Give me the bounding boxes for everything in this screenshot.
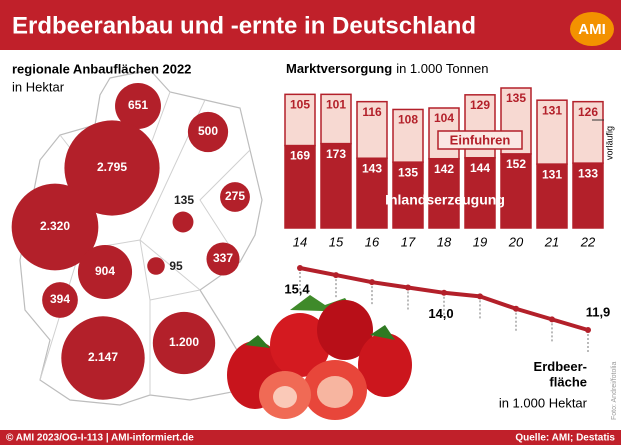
point [513,305,519,312]
point [405,284,411,291]
bubble-label: 275 [225,189,245,203]
legend-box [437,130,523,150]
bubble-label: 394 [50,292,70,306]
bar-value: 101 [326,98,346,112]
title: Erdbeeranbau und -ernte in Deutschland [12,12,476,39]
bar-value: 135 [398,165,418,179]
bar-value: 126 [578,105,598,119]
bar-value: 169 [290,149,310,163]
line-title: Erdbeer-fläche [534,359,587,390]
point [549,316,555,323]
bar-segment [392,108,424,163]
bubble-label: 2.320 [40,219,70,233]
bar-value: 131 [542,167,562,181]
bar-segment [392,161,424,229]
bubble-label: 2.795 [97,160,127,174]
point [369,279,375,286]
x-tick-label: 19 [473,234,487,249]
bar-value: 129 [470,98,490,112]
bubble [187,111,229,153]
point [477,293,483,300]
x-tick-label: 17 [401,234,416,249]
bubble [77,244,133,300]
bubble [42,282,78,318]
point [297,265,303,271]
bar-segment [284,144,316,229]
bar-value: 104 [434,111,454,125]
bubble [61,316,145,400]
bubble-label: 500 [198,124,218,138]
bar-segment [464,157,496,229]
x-tick-label: 16 [365,234,380,249]
bar-value: 143 [362,161,382,175]
header-bar [0,0,621,50]
bar-value: 142 [434,162,454,176]
bar-segment [356,100,388,159]
bubble-label: 95 [169,259,183,273]
x-tick-label: 14 [293,234,307,249]
bar-subtitle: in 1.000 Tonnen [396,61,488,76]
line-subtitle: in 1.000 Hektar [499,395,588,410]
legend-label: Einfuhren [450,132,511,147]
point-label: 14,0 [428,306,453,321]
x-tick-label: 20 [508,234,524,249]
logo [570,12,614,46]
bar-title: Marktversorgung in 1.000 Tonnen [286,61,489,76]
bar-segment [284,93,316,147]
bar-segment [500,153,532,229]
point [441,289,447,296]
bar-title-main: Marktversorgung [286,61,392,76]
x-tick-label: 18 [437,234,452,249]
bar-segment [320,93,352,145]
bubble [11,183,99,271]
x-tick-label: 15 [329,234,344,249]
bubble [152,311,216,375]
bubble-label: 135 [174,193,194,207]
annotation: vorläufig [604,126,614,160]
bar-value: 105 [290,98,310,112]
bar-segment [536,99,568,165]
photo-credit: Foto: Andrei/fotolia [611,362,618,420]
bubble [64,120,160,216]
bar-value: 152 [506,157,526,171]
point [333,272,339,279]
legend-label: Inlandserzeugung [385,192,505,208]
bubble [115,83,161,129]
bar-segment [536,163,568,229]
bar-segment [320,142,352,229]
logo-text: AMI [578,21,606,38]
footer-left: © AMI 2023/OG-I-113 | AMI-informiert.de [6,433,194,444]
x-tick-label: 21 [544,234,559,249]
strawberry-photo [227,295,412,420]
bar-value: 144 [470,161,490,175]
map-title: regionale Anbauflächen 2022 [12,61,191,76]
bubble-label: 2.147 [88,350,118,364]
bar-value: 133 [578,166,598,180]
bar-value: 108 [398,113,418,127]
bar-value: 173 [326,147,346,161]
bar-value: 116 [362,105,382,119]
footer-bar [0,430,621,445]
map-subtitle: in Hektar [12,79,65,94]
bubble [206,242,240,276]
point-label: 15,4 [284,281,310,296]
bubble [147,257,165,275]
footer-right: Quelle: AMI; Destatis [515,433,615,444]
bubble [172,211,194,233]
bar-segment [572,100,604,164]
bubble-label: 651 [128,98,148,112]
bar-value: 135 [506,91,526,105]
bubble-label: 337 [213,251,233,265]
bubble-label: 904 [95,264,115,278]
bubble [220,182,250,212]
x-tick-label: 22 [580,234,596,249]
bar-value: 131 [542,103,562,117]
bubble-label: 1.200 [169,335,199,349]
bar-segment [356,157,388,229]
point-label: 11,9 [586,304,611,319]
point [585,327,591,333]
